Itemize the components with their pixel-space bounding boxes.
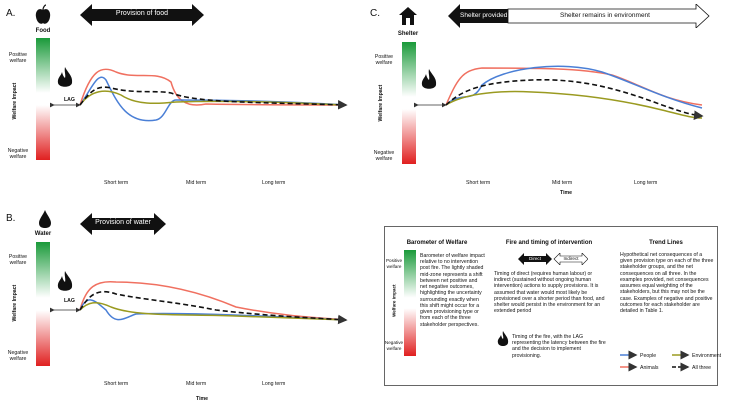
mid-term-b: Mid term (186, 381, 207, 387)
negative-welfare-c: Negative welfare (373, 150, 395, 163)
negative-welfare-a: Negative welfare (7, 148, 29, 161)
mid-term-c: Mid term (552, 180, 573, 186)
lag-label-a: LAG (64, 97, 75, 103)
direct-label: Direct (529, 256, 541, 261)
food-label: Food (35, 28, 51, 34)
trend-all-b (79, 290, 348, 325)
panel-c-letter: C. (370, 8, 380, 19)
house-icon (399, 7, 417, 25)
direct-indirect-arrows (518, 253, 588, 265)
positive-welfare-c: Positive welfare (374, 54, 394, 67)
long-term-a: Long term (262, 180, 286, 186)
trend-title: Trend Lines (649, 240, 683, 246)
legend-animals: Animals (640, 365, 659, 371)
timing-text: Timing of direct (requires human labour)… (494, 271, 605, 315)
long-term-b: Long term (262, 381, 286, 387)
trend-animals-a (79, 68, 347, 106)
provision-food-arrow (80, 4, 204, 26)
panel-a-letter: A. (6, 8, 16, 19)
trend-people-a (79, 76, 347, 122)
long-term-c: Long term (634, 180, 658, 186)
positive-welfare-a: Positive welfare (8, 52, 28, 65)
mid-term-a: Mid term (186, 180, 207, 186)
legend-people: People (640, 353, 657, 359)
fire-icon (421, 69, 437, 89)
shelter-provided-text: Shelter provided (460, 12, 508, 19)
trend-text: Hypothetical net consequences of a given… (620, 252, 714, 315)
shelter-label: Shelter (397, 31, 419, 37)
provision-water-text: Provision of water (95, 219, 151, 226)
trend-environment-b (79, 302, 347, 321)
welfare-barometer-a (36, 38, 50, 160)
legend-barometer (404, 250, 416, 356)
fire-timing-text: Timing of the fire, with the LAG represe… (512, 334, 606, 359)
y-axis-b: Welfare Impact (11, 284, 18, 322)
trend-all-a (79, 86, 348, 110)
time-label-b: Time (196, 396, 209, 402)
water-label: Water (34, 231, 52, 237)
legend-negative: Negative welfare (384, 340, 404, 351)
barometer-title: Barometer of Welfare (406, 240, 468, 246)
y-axis-a: Welfare Impact (11, 82, 18, 120)
panel-b-letter: B. (6, 213, 16, 224)
fire-icon (497, 331, 509, 346)
trend-chart-b (50, 280, 348, 325)
trend-animals-c (445, 67, 703, 106)
provision-food-text: Provision of food (115, 10, 169, 17)
legend-environment: Environment (692, 353, 722, 359)
time-label-c: Time (560, 190, 573, 196)
trend-environment-c (445, 90, 703, 119)
positive-welfare-b: Positive welfare (8, 254, 28, 267)
trend-all-c (445, 78, 704, 120)
legend-positive: Positive welfare (385, 258, 403, 269)
shelter-arrow (448, 4, 710, 28)
y-axis-c: Welfare Impact (377, 84, 384, 122)
trend-legend-lines (620, 350, 690, 372)
trend-environment-a (79, 90, 347, 106)
welfare-barometer-c (402, 42, 416, 164)
shelter-remains-text: Shelter remains in environment (560, 12, 650, 19)
legend-box (384, 226, 718, 386)
indirect-label: Indirect (563, 256, 579, 261)
welfare-barometer-b (36, 242, 50, 366)
trend-chart-a (50, 68, 348, 122)
negative-welfare-b: Negative welfare (7, 350, 29, 363)
water-drop-icon (39, 210, 51, 228)
lag-label-b: LAG (64, 298, 75, 304)
fire-title: Fire and timing of intervention (505, 240, 593, 246)
fire-icon (57, 271, 73, 291)
fire-icon (57, 67, 73, 87)
short-term-c: Short term (466, 180, 491, 186)
short-term-a: Short term (104, 180, 129, 186)
legend-all-three: All three (692, 365, 712, 371)
legend-y-axis: Welfare Impact (391, 284, 397, 318)
barometer-text: Barometer of welfare impact relative to … (420, 253, 485, 328)
short-term-b: Short term (104, 381, 129, 387)
provision-water-arrow (80, 213, 166, 235)
trend-people-c (445, 65, 703, 109)
apple-icon (35, 4, 51, 24)
trend-chart-c (414, 65, 704, 120)
